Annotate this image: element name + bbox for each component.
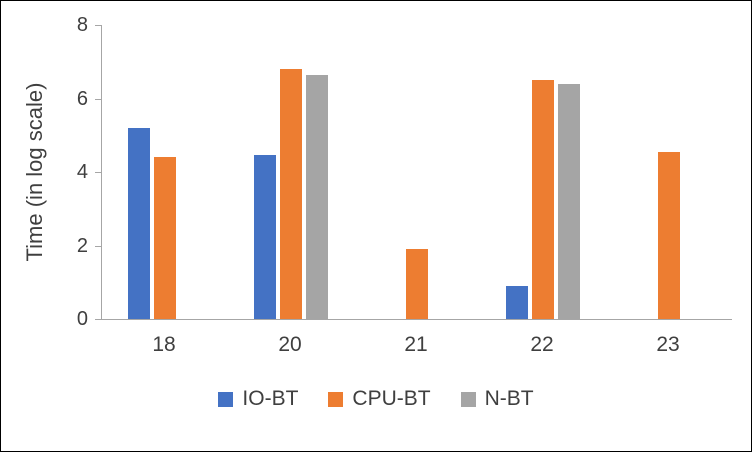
y-tick-mark — [95, 98, 102, 100]
bar-cpu-bt-20 — [280, 69, 302, 319]
bar-cpu-bt-22 — [532, 80, 554, 319]
bar-group-23 — [606, 25, 732, 319]
bar-group-20 — [228, 25, 354, 319]
bar-group-18 — [102, 25, 228, 319]
bar-group-21 — [354, 25, 480, 319]
legend-label: N-BT — [484, 387, 534, 410]
y-tick-label: 0 — [76, 308, 88, 330]
x-tick-label: 23 — [656, 333, 680, 356]
bar-cpu-bt-18 — [154, 157, 176, 319]
plot-area: 0 2 4 6 8 — [77, 15, 732, 329]
legend-item-cpu-bt: CPU-BT — [328, 387, 431, 411]
bar-group-22 — [480, 25, 606, 319]
bar-io-bt-18 — [128, 127, 150, 319]
y-tick-label: 2 — [76, 234, 88, 257]
y-tick-label: 4 — [76, 161, 88, 183]
x-axis-labels: 18 20 21 22 23 — [101, 333, 731, 357]
bar-n-bt-20 — [306, 74, 328, 319]
y-tick-label: 8 — [76, 14, 88, 36]
bar-io-bt-22 — [506, 285, 528, 319]
bar-groups — [102, 25, 732, 319]
x-tick-label: 18 — [152, 333, 176, 356]
y-tick-mark — [95, 245, 102, 247]
legend-swatch-icon — [460, 391, 476, 407]
y-tick-mark — [95, 172, 102, 173]
legend-item-io-bt: IO-BT — [218, 387, 298, 411]
legend-swatch-icon — [218, 391, 234, 407]
legend-label: IO-BT — [242, 387, 299, 410]
x-tick-label: 20 — [278, 333, 302, 356]
bar-io-bt-20 — [254, 155, 276, 319]
x-tick-label: 21 — [404, 333, 428, 356]
y-tick-label: 6 — [76, 87, 88, 110]
y-tick-mark — [95, 25, 102, 26]
bar-n-bt-22 — [558, 83, 580, 319]
y-tick-mark — [95, 319, 102, 320]
legend-label: CPU-BT — [352, 387, 431, 410]
x-tick-label: 22 — [530, 333, 554, 356]
bar-cpu-bt-23 — [658, 151, 680, 319]
legend-item-n-bt: N-BT — [460, 387, 534, 411]
y-axis-title: Time (in log scale) — [22, 82, 47, 262]
legend-swatch-icon — [328, 391, 344, 407]
bar-cpu-bt-21 — [406, 249, 428, 319]
legend: IO-BT CPU-BT N-BT — [1, 387, 751, 411]
